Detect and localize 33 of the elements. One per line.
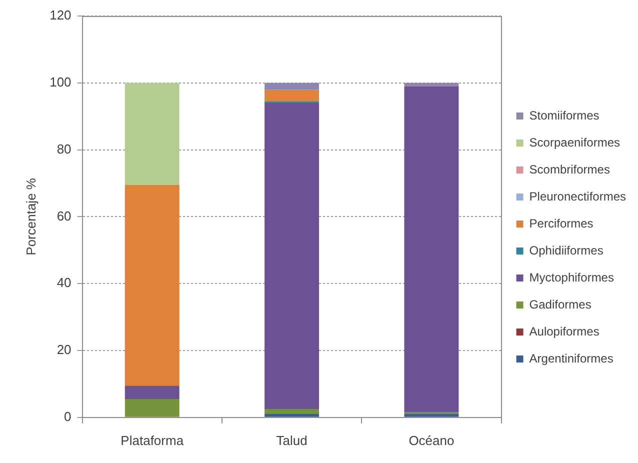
y-tick-label: 40 [56, 275, 72, 290]
bar [264, 90, 320, 102]
legend-label: Scombriformes [529, 162, 610, 176]
legend-label: Myctophiformes [529, 270, 614, 284]
bar [124, 386, 180, 400]
legend-label: Pleuronectiformes [529, 189, 626, 204]
bar [264, 409, 320, 414]
bar [404, 82, 459, 86]
y-tick-label: 100 [50, 74, 72, 90]
bar [264, 102, 320, 410]
legend-label: Perciformes [529, 216, 594, 230]
bar [264, 82, 320, 90]
bar [124, 399, 180, 417]
x-tick-label: Océano [408, 432, 454, 448]
legend-label: Argentiniformes [529, 351, 614, 366]
legend-label: Gadiformes [529, 297, 592, 312]
bar [124, 82, 180, 185]
legend-label: Stomiiformes [529, 108, 600, 122]
bar [124, 184, 180, 386]
legend-label: Ophidiiformes [529, 243, 604, 258]
y-tick-label: 20 [56, 342, 72, 358]
bar [264, 414, 320, 417]
legend-label: Scorpaeniformes [529, 135, 620, 150]
y-tick-label: 120 [50, 8, 72, 23]
legend-label: Aulopiformes [529, 324, 600, 338]
bar [404, 86, 459, 412]
x-tick-label: Talud [276, 432, 308, 448]
y-axis-title: Porcentaje % [23, 178, 38, 256]
bar [404, 414, 459, 417]
y-tick-label: 80 [56, 141, 72, 156]
y-tick-label: 0 [64, 408, 72, 424]
x-tick-label: Plataforma [120, 432, 184, 448]
y-tick-label: 60 [56, 208, 72, 224]
